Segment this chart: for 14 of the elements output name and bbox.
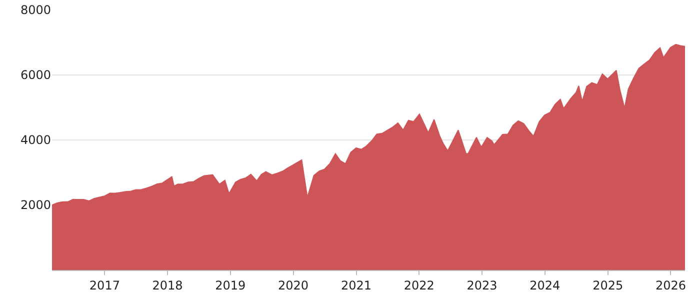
y-tick-label: 6000 [20,68,51,82]
y-tick-label: 8000 [20,3,51,18]
y-tick-label: 2000 [20,198,51,212]
x-tick-label: 2020 [278,278,309,292]
x-tick-label: 2018 [152,278,183,292]
x-tick-label: 2025 [592,278,624,292]
y-tick-label: 4000 [20,133,51,148]
x-tick-label: 2017 [89,278,120,292]
x-tick-label: 2022 [404,278,434,292]
x-tick-label: 2024 [530,278,560,292]
x-tick-label: 2023 [466,278,498,292]
x-tick-label: 2021 [340,278,372,292]
x-tick-label: 2026 [655,278,686,292]
x-tick-label: 2019 [215,278,246,292]
